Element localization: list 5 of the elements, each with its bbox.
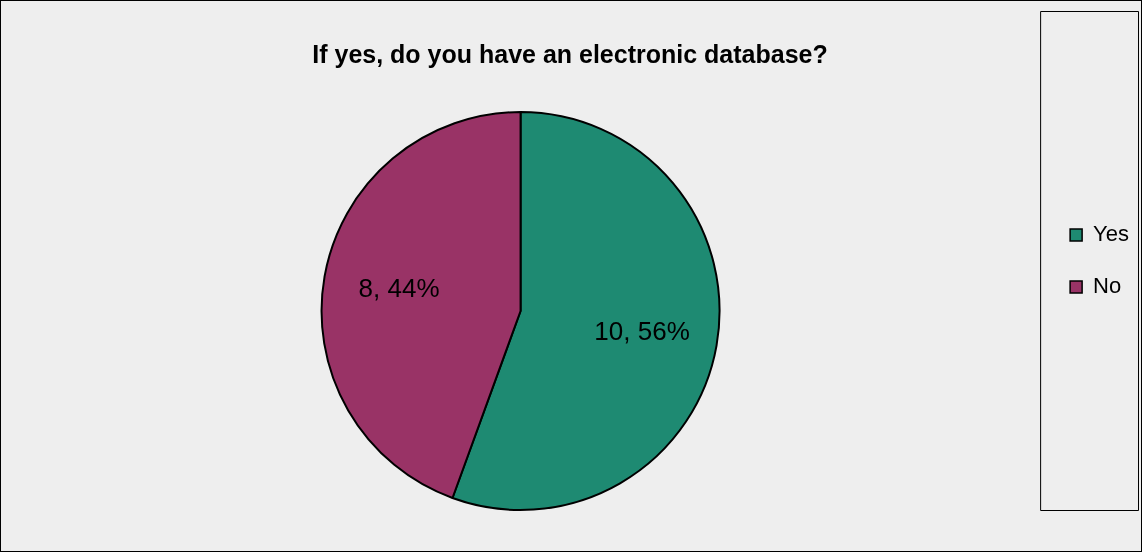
chart-title: If yes, do you have an electronic database? [312,39,828,68]
legend-label: Yes [1093,221,1129,247]
data-label: 10, 56% [594,315,690,346]
data-label: 8, 44% [358,272,440,303]
legend-label: No [1093,273,1122,299]
